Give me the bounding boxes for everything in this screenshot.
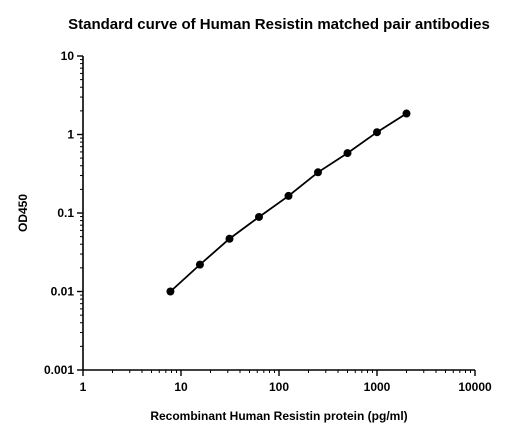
series-line — [169, 112, 407, 293]
x-tick-label: 1000 — [364, 380, 391, 394]
y-tick-label: 1 — [67, 128, 74, 142]
y-tick-label: 10 — [61, 49, 75, 63]
x-tick-label: 10 — [174, 380, 188, 394]
chart-title: Standard curve of Human Resistin matched… — [68, 16, 490, 33]
x-axis-label: Recombinant Human Resistin protein (pg/m… — [150, 409, 407, 423]
x-tick-label: 100 — [269, 380, 289, 394]
data-point — [225, 234, 234, 243]
tick-labels: 1 10 100 1000 10000 0.001 0.01 0.1 1 10 — [44, 49, 492, 394]
y-axis-label: OD450 — [16, 194, 30, 232]
data-point — [313, 168, 322, 177]
y-tick-label: 0.001 — [44, 363, 74, 377]
data-point — [254, 212, 263, 221]
y-tick-label: 0.01 — [51, 285, 75, 299]
data-point — [402, 109, 411, 118]
data-point — [343, 149, 352, 158]
data-point — [373, 128, 381, 137]
data-point — [284, 191, 293, 200]
ticks — [77, 55, 476, 376]
y-tick-label: 0.1 — [57, 206, 74, 220]
x-tick-label: 1 — [80, 380, 87, 394]
data-point — [195, 260, 204, 269]
data-point — [166, 287, 175, 296]
x-tick-label: 10000 — [458, 380, 492, 394]
axes — [82, 56, 475, 371]
data-series — [166, 109, 411, 296]
